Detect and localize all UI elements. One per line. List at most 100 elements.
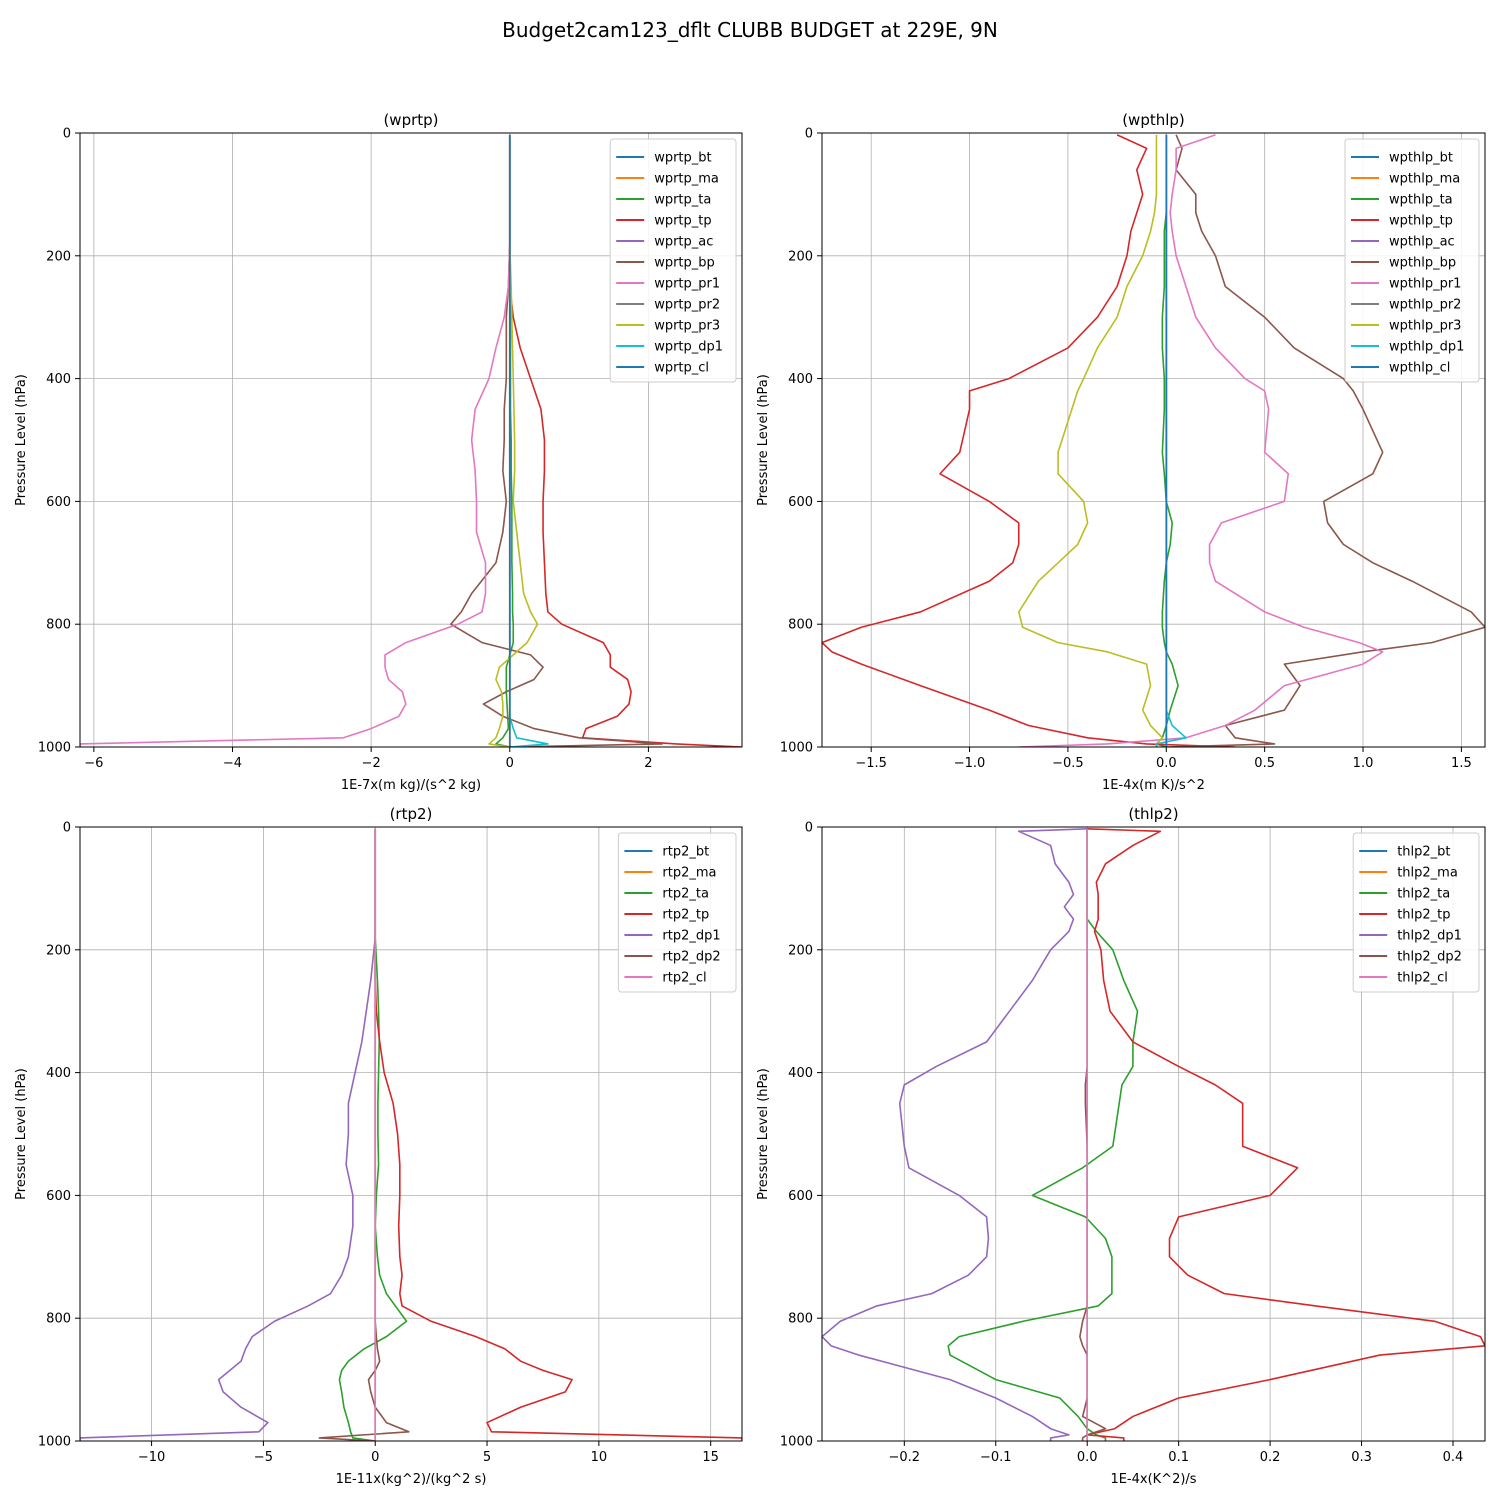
legend-label: thlp2_ta (1397, 887, 1450, 902)
series-group (822, 828, 1485, 1441)
y-tick-label: 200 (46, 249, 71, 264)
legend: wpthlp_bt wpthlp_ma wpthlp_ta wpthlp_tpwpth… (1344, 138, 1480, 383)
x-tick-label: −4 (223, 756, 242, 771)
legend-label: thlp2_ma (1397, 866, 1458, 881)
series-line-wpthlp_pr3 (1017, 134, 1164, 747)
x-tick-label: −1.5 (855, 756, 887, 771)
x-tick-label: −0.5 (1052, 756, 1084, 771)
y-tick-label: 0 (805, 821, 813, 836)
y-tick-label: 200 (46, 943, 71, 958)
x-tick-label: 0.3 (1351, 1450, 1372, 1465)
y-tick-label: 800 (788, 1312, 813, 1327)
legend: wprtp_bt wprtp_ma wprtp_ta wprtp_tp wprtp_ac… (609, 138, 737, 383)
series-line-thlp2_dp1 (822, 828, 1088, 1441)
legend-label: wprtp_tp (654, 214, 711, 229)
legend-label: wpthlp_ta (1389, 193, 1453, 208)
y-tick-label: 800 (46, 1312, 71, 1327)
legend-label: thlp2_tp (1397, 908, 1450, 923)
panel-3: −10 −5 0 5 10 15 0 200 400 600 800 1000 (rtp2) 1E-11x… (14, 805, 743, 1487)
legend-label: wprtp_ta (654, 193, 711, 208)
y-tick-label: 400 (46, 372, 71, 387)
legend-label: wpthlp_bp (1389, 256, 1456, 271)
y-tick-label: 600 (46, 1189, 71, 1204)
y-tick-label: 400 (788, 1066, 813, 1081)
x-tick-label: −0.1 (980, 1450, 1012, 1465)
series-line-rtp2_ta (338, 828, 408, 1441)
legend-label: rtp2_cl (662, 971, 706, 986)
legend-label: rtp2_ta (662, 887, 709, 902)
x-tick-label: −1.0 (954, 756, 986, 771)
legend-label: wpthlp_pr3 (1389, 319, 1461, 334)
legend: rtp2_bt rtp2_ma rtp2_ta rtp2_tp rtp2_dp1 rtp2… (617, 832, 737, 993)
x-tick-label: 0.1 (1168, 1450, 1189, 1465)
y-tick-label: 1000 (38, 1435, 71, 1450)
y-tick-label: 800 (46, 618, 71, 633)
y-tick-label: 200 (788, 943, 813, 958)
x-tick-label: 0.5 (1254, 756, 1275, 771)
x-tick-label: −5 (254, 1450, 273, 1465)
plot-frame (79, 826, 743, 1442)
x-tick-label: 0.4 (1443, 1450, 1464, 1465)
x-tick-label: 0 (371, 1450, 379, 1465)
y-tick-label: 1000 (780, 1435, 813, 1450)
y-tick-label: 0 (63, 821, 71, 836)
x-tick-label: 1.5 (1451, 756, 1472, 771)
legend-label: rtp2_ma (662, 866, 716, 881)
panel-title: (rtp2) (390, 805, 433, 823)
y-axis-label: Pressure Level (hPa) (14, 374, 29, 506)
legend-label: wprtp_bp (654, 256, 715, 271)
legend-label: wprtp_cl (654, 361, 709, 376)
y-tick-label: 600 (788, 495, 813, 510)
figure-title: Budget2cam123_dflt CLUBB BUDGET at 229E,… (502, 18, 998, 42)
y-axis-label: Pressure Level (hPa) (14, 1068, 29, 1200)
x-tick-label: −2 (362, 756, 381, 771)
legend-label: rtp2_dp1 (662, 929, 720, 944)
legend-label: wpthlp_pr1 (1389, 277, 1461, 292)
x-tick-label: 1.0 (1353, 756, 1374, 771)
legend-label: thlp2_dp1 (1397, 929, 1462, 944)
y-tick-label: 0 (805, 127, 813, 142)
legend-label: wprtp_ac (654, 235, 713, 250)
legend-label: wprtp_dp1 (654, 340, 723, 355)
legend-label: thlp2_cl (1397, 971, 1448, 986)
x-tick-label: 0 (506, 756, 514, 771)
legend-label: thlp2_dp2 (1397, 950, 1462, 965)
y-axis-label: Pressure Level (hPa) (756, 374, 771, 506)
legend-label: wpthlp_ac (1389, 235, 1455, 250)
legend-label: rtp2_bt (662, 845, 709, 860)
panel-4: −0.2 −0.1 0.0 0.1 0.2 0.3 0.4 0 200 400 600 800 1000… (756, 805, 1486, 1487)
legend-label: rtp2_tp (662, 908, 709, 923)
series-line-wprtp_bp (450, 134, 664, 747)
legend-label: wprtp_pr1 (654, 277, 720, 292)
y-tick-label: 400 (46, 1066, 71, 1081)
x-axis-label: 1E-7x(m kg)/(s^2 kg) (341, 778, 481, 793)
series-line-wpthlp_pr1 (1018, 134, 1384, 747)
plot-frame (79, 132, 743, 748)
series-line-rtp2_tp (374, 828, 742, 1441)
legend-label: wpthlp_dp1 (1389, 340, 1464, 355)
y-tick-label: 600 (788, 1189, 813, 1204)
legend-label: wpthlp_cl (1389, 361, 1450, 376)
x-tick-label: 0.0 (1077, 1450, 1098, 1465)
x-tick-label: 0.0 (1156, 756, 1177, 771)
legend-label: wpthlp_pr2 (1389, 298, 1461, 313)
x-tick-label: 10 (591, 1450, 608, 1465)
y-tick-label: 200 (788, 249, 813, 264)
x-axis-label: 1E-11x(kg^2)/(kg^2 s) (336, 1472, 487, 1487)
y-tick-label: 0 (63, 127, 71, 142)
series-line-wprtp_pr1 (80, 134, 511, 747)
y-tick-label: 400 (788, 372, 813, 387)
x-axis-label: 1E-4x(m K)/s^2 (1102, 778, 1205, 793)
x-tick-label: −0.2 (889, 1450, 921, 1465)
plot-frame (821, 826, 1486, 1442)
y-tick-label: 600 (46, 495, 71, 510)
panel-title: (thlp2) (1128, 805, 1178, 823)
legend-label: rtp2_dp2 (662, 950, 720, 965)
plot-frame (821, 132, 1486, 748)
x-tick-label: 15 (702, 1450, 719, 1465)
series-line-wpthlp_bp (1166, 134, 1485, 747)
series-line-wprtp_pr3 (488, 134, 539, 747)
x-tick-label: −10 (138, 1450, 165, 1465)
